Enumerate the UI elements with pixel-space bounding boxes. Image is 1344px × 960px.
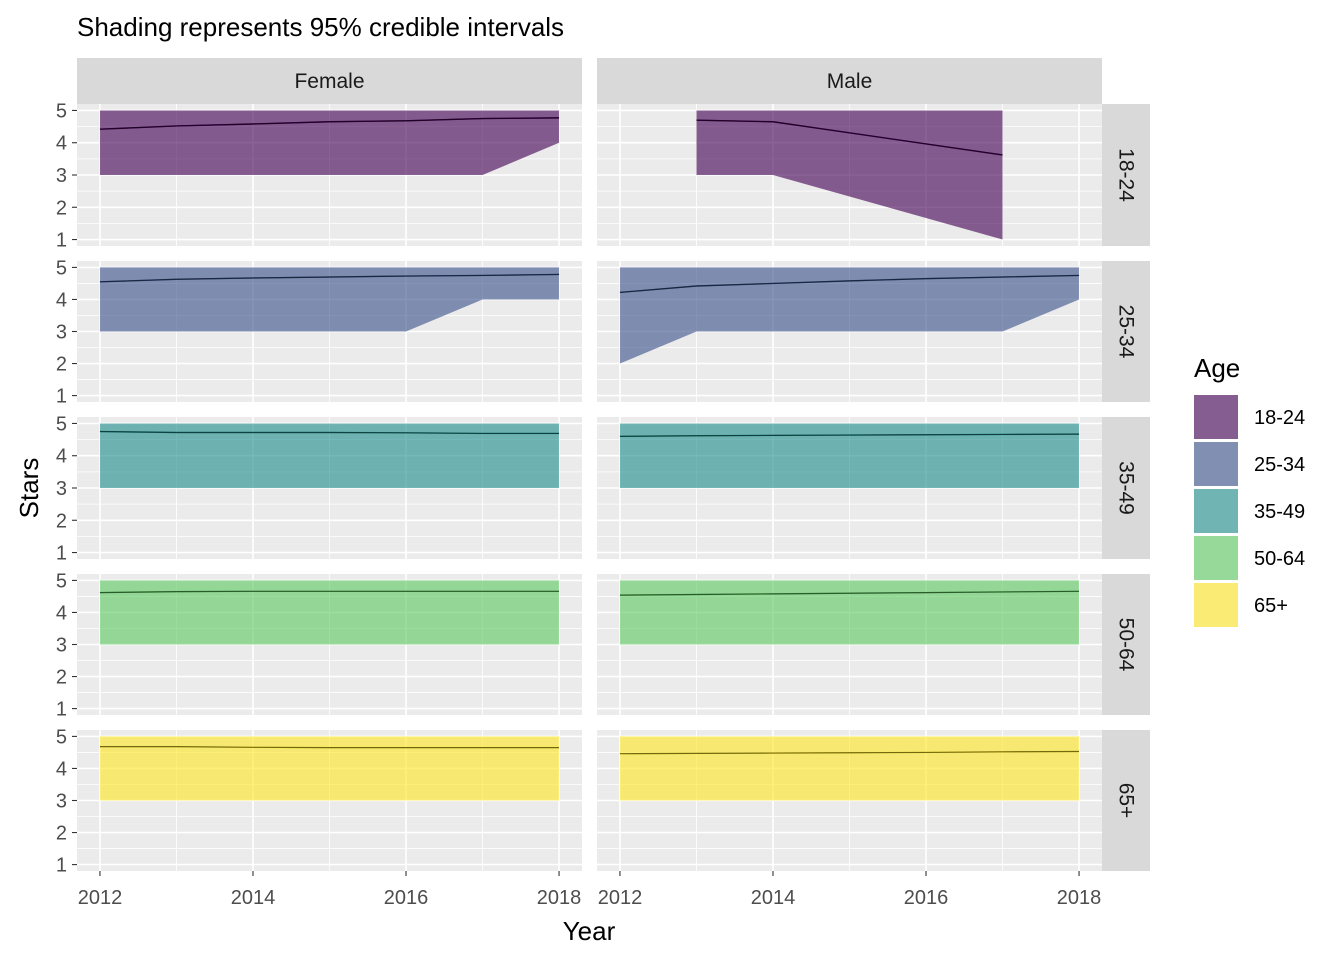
y-tick-label: 5 xyxy=(56,570,67,592)
y-axis-title: Stars xyxy=(14,458,44,519)
strip-label-18-24: 18-24 xyxy=(1115,148,1138,202)
y-tick-label: 4 xyxy=(56,758,67,780)
x-tick-label: 2012 xyxy=(78,887,123,909)
legend-label-18-24: 18-24 xyxy=(1254,407,1305,429)
legend-label-35-49: 35-49 xyxy=(1254,501,1305,523)
y-tick-label: 3 xyxy=(56,322,67,344)
y-tick-label: 1 xyxy=(56,230,67,252)
x-tick-label: 2014 xyxy=(751,887,796,909)
strip-label-50-64: 50-64 xyxy=(1115,618,1138,672)
ribbon-male-35-49 xyxy=(619,423,1080,488)
legend-key-25-34 xyxy=(1194,442,1238,486)
y-tick-label: 4 xyxy=(56,133,67,155)
median-line-shade xyxy=(619,590,1080,596)
legend-label-65+: 65+ xyxy=(1254,595,1288,617)
x-tick-label: 2014 xyxy=(231,887,276,909)
y-tick-label: 3 xyxy=(56,165,67,187)
median-line-shade xyxy=(619,750,1080,755)
median-line-shade xyxy=(696,119,1003,156)
strip-male xyxy=(597,58,1102,104)
ribbon-male-65+ xyxy=(619,736,1080,801)
ribbon-female-50-64 xyxy=(99,580,560,645)
x-tick-label: 2018 xyxy=(537,887,582,909)
x-tick-label: 2012 xyxy=(598,887,643,909)
y-tick-label: 4 xyxy=(56,289,67,311)
strip-35-49 xyxy=(1102,417,1150,559)
x-tick-label: 2018 xyxy=(1057,887,1102,909)
y-tick-label: 2 xyxy=(56,823,67,845)
ribbon-female-65+ xyxy=(99,736,560,801)
legend-key-50-64 xyxy=(1194,536,1238,580)
y-tick-label: 4 xyxy=(56,602,67,624)
y-tick-label: 1 xyxy=(56,855,67,877)
median-line-shade xyxy=(619,433,1080,437)
y-tick-label: 5 xyxy=(56,726,67,748)
y-tick-label: 2 xyxy=(56,667,67,689)
strip-50-64 xyxy=(1102,574,1150,715)
y-tick-label: 1 xyxy=(56,386,67,408)
median-line-shade xyxy=(99,117,560,130)
x-tick-label: 2016 xyxy=(384,887,429,909)
y-tick-label: 4 xyxy=(56,446,67,468)
ribbon-female-25-34 xyxy=(99,267,560,332)
median-line-shade xyxy=(99,590,560,594)
y-tick-label: 5 xyxy=(56,100,67,122)
strip-label-65+: 65+ xyxy=(1115,783,1138,819)
strip-65+ xyxy=(1102,730,1150,871)
y-tick-label: 3 xyxy=(56,791,67,813)
strip-label-female: Female xyxy=(294,70,364,93)
legend-label-25-34: 25-34 xyxy=(1254,454,1305,476)
axes-layer: 1 2 3 4 5 1 2 3 4 5 1 2 3 4 5 1 2 3 4 5 1 2 3 4 5 2012 2014 2016 201… xyxy=(56,100,1101,909)
y-tick-label: 1 xyxy=(56,699,67,721)
legend-key-65+ xyxy=(1194,583,1238,627)
y-tick-label: 2 xyxy=(56,197,67,219)
y-tick-label: 3 xyxy=(56,635,67,657)
y-tick-label: 1 xyxy=(56,543,67,565)
legend-key-18-24 xyxy=(1194,395,1238,439)
median-line-shade xyxy=(619,274,1080,293)
strip-label-25-34: 25-34 xyxy=(1115,305,1138,359)
strip-18-24 xyxy=(1102,104,1150,246)
legend-key-35-49 xyxy=(1194,489,1238,533)
strip-female xyxy=(77,58,582,104)
strip-label-35-49: 35-49 xyxy=(1115,461,1138,515)
ribbon-male-18-24 xyxy=(696,110,1003,240)
chart-title: Shading represents 95% credible interval… xyxy=(77,12,564,42)
legend-label-50-64: 50-64 xyxy=(1254,548,1305,570)
y-tick-label: 2 xyxy=(56,510,67,532)
ribbon-female-35-49 xyxy=(99,423,560,488)
x-axis-title: Year xyxy=(563,916,616,946)
ribbon-male-25-34 xyxy=(619,267,1080,364)
median-line-shade xyxy=(99,746,560,749)
x-tick-label: 2016 xyxy=(904,887,949,909)
median-line-shade xyxy=(99,430,560,435)
strips-layer: Female Male 18-24 25-34 35-49 50-64 65+ xyxy=(77,58,1150,871)
strip-25-34 xyxy=(1102,261,1150,402)
ribbon-male-50-64 xyxy=(619,580,1080,645)
median-line-shade xyxy=(99,273,560,283)
y-tick-label: 2 xyxy=(56,354,67,376)
y-tick-label: 5 xyxy=(56,413,67,435)
legend-title: Age xyxy=(1194,353,1240,383)
strip-label-male: Male xyxy=(827,70,873,93)
legend: Age 18-24 25-34 35-49 50-64 65+ xyxy=(1194,353,1305,627)
y-tick-label: 5 xyxy=(56,257,67,279)
y-tick-label: 3 xyxy=(56,478,67,500)
ribbon-female-18-24 xyxy=(99,110,560,175)
panels-layer xyxy=(77,104,1102,871)
